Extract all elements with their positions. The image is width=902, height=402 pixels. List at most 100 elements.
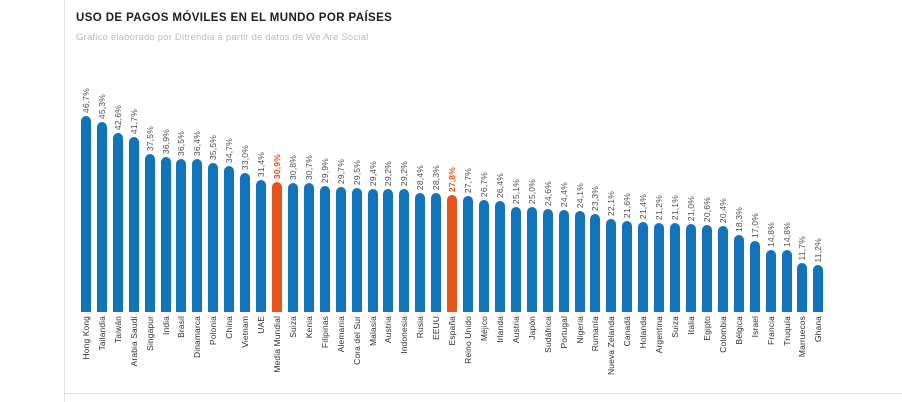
plot-cell: 28,4% xyxy=(415,62,426,312)
bar-value-label: 36,9% xyxy=(160,128,171,154)
bar-column: 21,1% Suiza xyxy=(667,62,683,396)
bar-column: 11,7% Marruecos xyxy=(794,62,810,396)
label-cell: Egipto xyxy=(702,312,712,396)
plot-cell: 36,5% xyxy=(176,62,187,312)
bar xyxy=(590,214,601,312)
bar-country-label: Canadá xyxy=(622,316,633,347)
bar-value-label: 26,7% xyxy=(479,171,489,197)
plot-cell: 29,2% xyxy=(399,62,410,312)
bar-column: 42,6% Taiwán xyxy=(110,62,126,396)
bar-value-label: 30,9% xyxy=(272,153,283,179)
bar-column: 24,4% Portugal xyxy=(556,62,572,396)
bar-highlighted xyxy=(447,195,458,312)
bar-column: 14,8% Francia xyxy=(763,62,779,396)
bar xyxy=(351,188,362,312)
label-cell: Hong Kong xyxy=(81,312,91,396)
bar-value-label: 41,7% xyxy=(128,108,139,134)
bar xyxy=(144,154,155,312)
bar xyxy=(606,219,617,312)
bar-country-label: Polonia xyxy=(208,316,219,346)
bar-value-label: 18,3% xyxy=(733,206,744,232)
plot-cell: 27,8% xyxy=(447,62,458,312)
bar-country-label: Media Mundial xyxy=(272,316,283,373)
label-cell: Nueva Zelanda xyxy=(606,312,616,396)
bar-country-label: Holanda xyxy=(638,316,649,349)
bar xyxy=(574,211,585,312)
label-cell: Dinamarca xyxy=(192,312,202,396)
bar-column: 23,3% Rumanía xyxy=(588,62,604,396)
bar-column: 45,3% Tailandia xyxy=(94,62,110,396)
label-cell: Portugal xyxy=(559,312,569,396)
bar-country-label: Hong Kong xyxy=(80,316,91,360)
bar-value-label: 21,1% xyxy=(670,194,681,220)
label-cell: Taiwán xyxy=(113,312,123,396)
bar-country-label: Reino Unido xyxy=(463,316,474,364)
bar xyxy=(240,173,251,312)
bar xyxy=(622,221,633,312)
bar-country-label: España xyxy=(447,316,458,346)
chart-header: USO DE PAGOS MÓVILES EN EL MUNDO POR PAÍ… xyxy=(76,12,856,43)
bar-value-label: 36,5% xyxy=(176,130,187,156)
bar xyxy=(685,224,696,312)
bar-column: 29,2% Austria xyxy=(381,62,397,396)
bar xyxy=(383,189,394,312)
label-cell: Cora del Sur xyxy=(352,312,362,396)
plot-cell: 36,4% xyxy=(192,62,203,312)
plot-cell: 14,8% xyxy=(781,62,792,312)
bar-column: 36,9% India xyxy=(158,62,174,396)
plot-cell: 29,4% xyxy=(367,62,378,312)
bar-column: 14,8% Truquía xyxy=(779,62,795,396)
bar xyxy=(494,201,505,312)
label-cell: Méjico xyxy=(479,312,489,396)
plot-cell: 24,1% xyxy=(574,62,585,312)
bar-value-label: 11,2% xyxy=(813,237,824,262)
bar xyxy=(479,200,489,312)
plot-cell: 36,9% xyxy=(160,62,171,312)
bar xyxy=(80,116,91,312)
plot-cell: 23,3% xyxy=(590,62,601,312)
label-cell: Filipinas xyxy=(320,312,330,396)
label-cell: Singapur xyxy=(145,312,155,396)
plot-cell: 21,1% xyxy=(670,62,681,312)
frame-bottom-line xyxy=(64,393,902,394)
bar-country-label: Irlanda xyxy=(494,316,505,343)
bar xyxy=(128,137,139,312)
plot-cell: 22,1% xyxy=(606,62,617,312)
plot-cell: 11,2% xyxy=(813,62,824,312)
plot-cell: 28,3% xyxy=(431,62,442,312)
label-cell: EEUU xyxy=(431,312,441,396)
bar xyxy=(160,157,171,312)
bar-value-label: 37,5% xyxy=(144,125,155,151)
bar xyxy=(208,163,219,312)
label-cell: Alemania xyxy=(336,312,346,396)
bar-value-label: 25,0% xyxy=(526,178,537,204)
plot-cell: 30,7% xyxy=(303,62,314,312)
bar-column: 24,6% Sudáfrica xyxy=(540,62,556,396)
bar-value-label: 29,9% xyxy=(319,157,330,183)
bar-column: 20,4% Colombia xyxy=(715,62,731,396)
bar xyxy=(287,183,298,312)
bar xyxy=(431,193,442,312)
bar-column: 34,7% China xyxy=(221,62,237,396)
bar-column: 28,3% EEUU xyxy=(428,62,444,396)
bar-value-label: 29,2% xyxy=(383,160,394,186)
bar-value-label: 20,4% xyxy=(717,197,728,223)
plot-cell: 46,7% xyxy=(80,62,91,312)
bar-value-label: 29,4% xyxy=(367,160,378,186)
plot-cell: 45,3% xyxy=(96,62,107,312)
bar-column: 22,1% Nueva Zelanda xyxy=(603,62,619,396)
bar-value-label: 31,4% xyxy=(256,151,267,177)
bar-column: 30,9% Media Mundial xyxy=(269,62,285,396)
bar-country-label: Tailandia xyxy=(96,316,107,351)
label-cell: Malasia xyxy=(368,312,378,396)
bar-column: 27,8% España xyxy=(444,62,460,396)
bar-column: 29,4% Malasia xyxy=(365,62,381,396)
bar-column: 25,1% Austria xyxy=(508,62,524,396)
bar-country-label: Colombia xyxy=(717,316,728,353)
bar-country-label: Alemania xyxy=(335,316,346,353)
bar-column: 29,2% Indonesia xyxy=(396,62,412,396)
plot-cell: 20,6% xyxy=(701,62,712,312)
bar-column: 20,6% Egipto xyxy=(699,62,715,396)
bar-column: 21,4% Holanda xyxy=(635,62,651,396)
plot-cell: 34,7% xyxy=(224,62,235,312)
